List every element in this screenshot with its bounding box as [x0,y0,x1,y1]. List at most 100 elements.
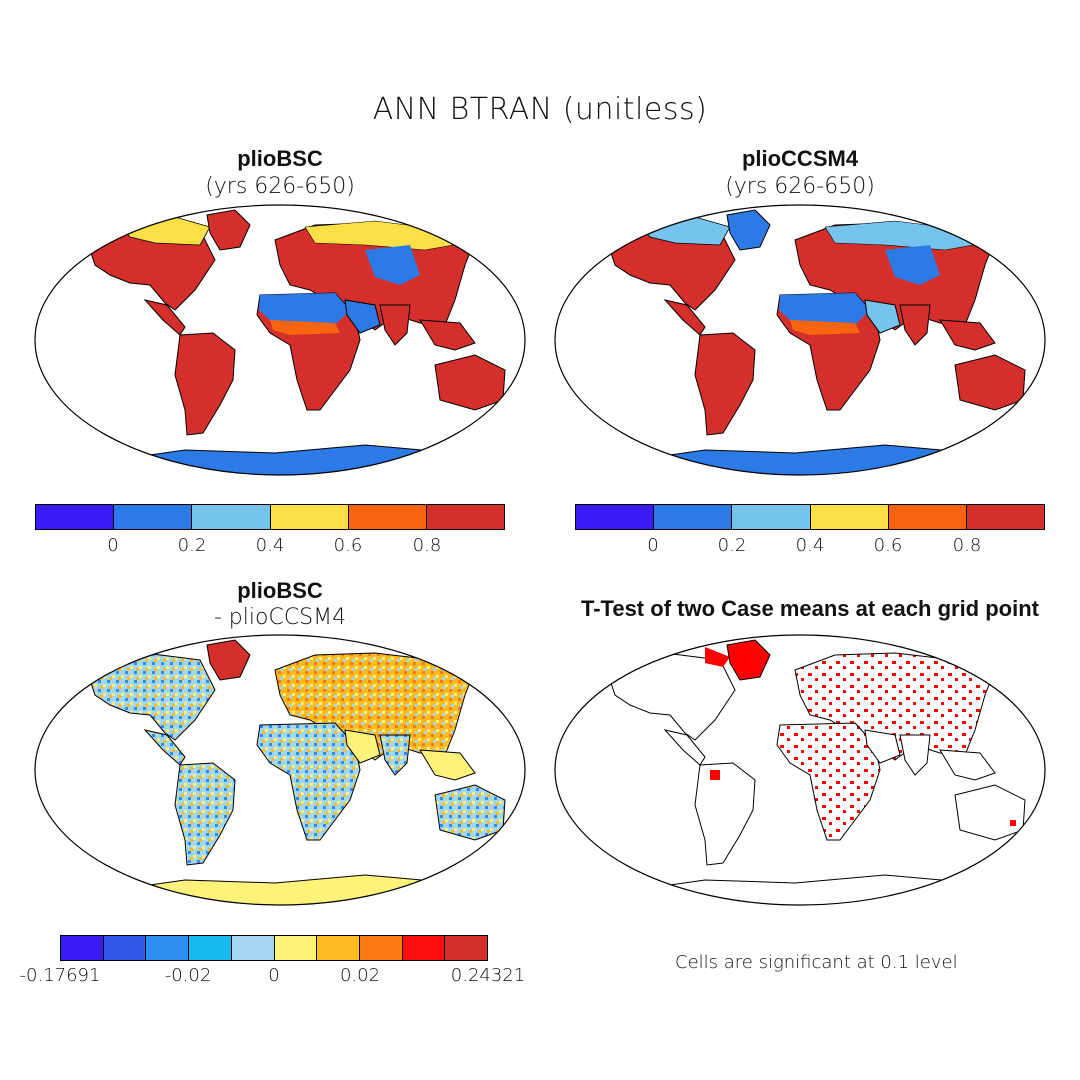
map-plioBSC [34,204,526,476]
land-central-asia-dry [365,245,420,285]
land-antarctica [54,874,506,905]
land-north-america [63,652,216,741]
land-south-america [174,762,236,866]
tick-label: 0.24321 [450,965,526,986]
colorbar-swatch [189,936,232,960]
colorbar-swatch [359,936,403,960]
tick-label: -0.17691 [19,965,101,986]
land-arabia [864,729,901,764]
land-arabia [864,299,901,334]
land-south-america [694,762,756,866]
land-greenland [726,639,771,681]
colorbar-swatch [426,505,505,529]
colorbar-swatch [103,936,147,960]
land-central-asia-dry [885,245,940,285]
panel-subtitle-minus: - plioCCSM4 [213,605,347,630]
colorbar-swatch [231,936,275,960]
land-africa [256,722,361,841]
land-central-america [663,299,706,336]
land-greenland [206,639,251,681]
colorbar-swatch [61,936,104,960]
tick-label: 0.6 [333,535,363,556]
colorbar-ticks-right: 0 0.2 0.4 0.6 0.8 [575,535,1045,559]
colorbar-swatch [317,936,360,960]
panel-subtitle-years: (yrs 626-650) [725,174,875,199]
land-sahara [259,293,350,325]
panel-title-difference: plioBSC [237,578,323,603]
colorbar-swatch [36,505,115,529]
land-arabia [344,299,381,334]
land-north-america [583,652,736,741]
land-sahel [270,320,340,335]
panel-title-ttest: T-Test of two Case means at each grid po… [580,596,1039,621]
colorbar-swatch [810,505,889,529]
significance-note: Cells are significant at 0.1 level [675,952,958,973]
land-se-asia [419,319,476,351]
colorbar-swatch [654,505,733,529]
tick-label: 0 [107,535,119,556]
land-australia [434,784,506,841]
land-greenland [206,209,251,251]
tick-label: 0.8 [412,535,442,556]
colorbar-swatch [146,936,190,960]
land-australia [954,784,1026,841]
colorbar-absolute-right [575,504,1045,530]
map-plioCCSM4 [554,204,1046,476]
tick-label: 0.6 [873,535,903,556]
tick-label: 0.4 [795,535,825,556]
colorbar-swatch [888,505,967,529]
land-india [379,304,411,346]
land-india [379,734,411,776]
tick-label: 0.2 [177,535,207,556]
land-central-america [143,299,186,336]
significant-cells [710,770,720,780]
tick-label: 0.2 [717,535,747,556]
land-central-america [143,729,186,766]
colorbar-swatch [402,936,446,960]
figure-title: ANN BTRAN (unitless) [372,92,708,127]
land-greenland [726,209,771,251]
panel-title-plioBSC: plioBSC [237,146,323,171]
map-ttest [554,634,1046,906]
tick-label: 0 [268,965,280,986]
land-central-america [663,729,706,766]
land-south-america [174,332,236,436]
land-sahel [790,320,860,335]
land-australia [954,354,1026,411]
colorbar-swatch [732,505,811,529]
colorbar-swatch [348,505,427,529]
panel-title-plioCCSM4: plioCCSM4 [741,146,859,171]
land-se-asia [939,749,996,781]
colorbar-swatch [274,936,318,960]
panel-subtitle-years: (yrs 626-650) [205,174,355,199]
land-india [899,304,931,346]
colorbar-swatch [114,505,193,529]
tick-label: -0.02 [164,965,212,986]
land-arabia [344,729,381,764]
land-se-asia [939,319,996,351]
colorbar-swatch [966,505,1045,529]
tick-label: 0.4 [255,535,285,556]
land-africa [776,722,881,841]
tick-label: 0.8 [952,535,982,556]
colorbar-ticks-left: 0 0.2 0.4 0.6 0.8 [35,535,505,559]
land-antarctica [574,874,1026,905]
tick-label: 0.02 [339,965,381,986]
map-difference [34,634,526,906]
colorbar-absolute-left [35,504,505,530]
tick-label: 0 [647,535,659,556]
land-sahara [779,293,870,325]
colorbar-swatch [576,505,655,529]
land-australia [434,354,506,411]
land-south-america [694,332,756,436]
land-antarctica [54,444,506,475]
colorbar-swatch [445,936,488,960]
colorbar-difference [60,935,488,961]
land-canada-arctic [705,647,730,667]
colorbar-swatch [192,505,271,529]
significant-cells [1010,820,1016,826]
colorbar-ticks-difference: -0.17691 -0.02 0 0.02 0.24321 [20,965,526,989]
land-antarctica [574,444,1026,475]
land-se-asia [419,749,476,781]
land-india [899,734,931,776]
